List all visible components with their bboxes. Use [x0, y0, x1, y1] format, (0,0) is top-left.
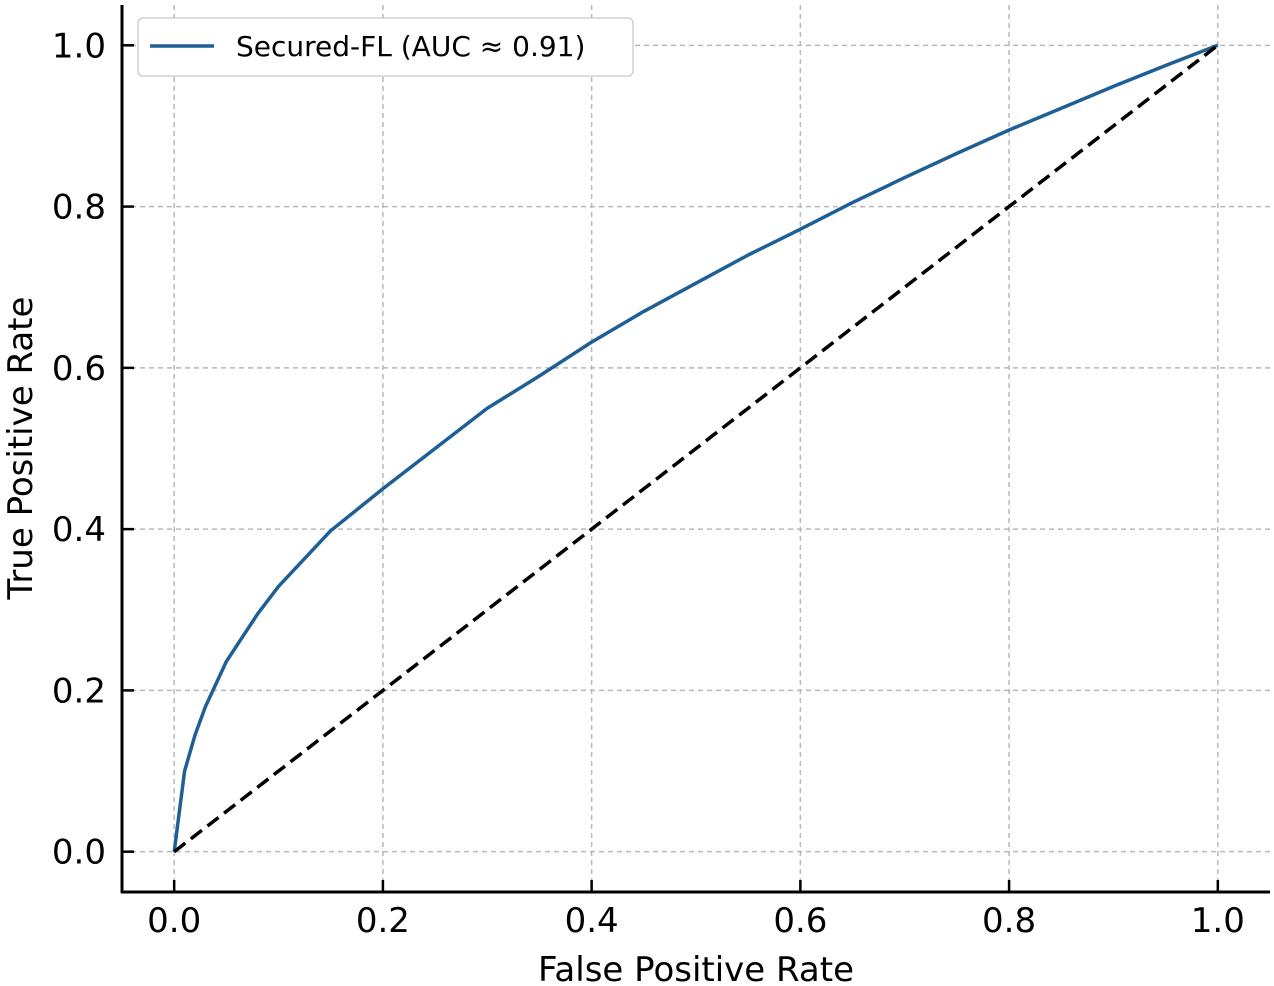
grid-lines	[122, 5, 1270, 892]
roc-curve-line	[172, 43, 1219, 852]
y-axis-label: True Positive Rate	[1, 297, 41, 601]
x-tick-label: 0.4	[565, 901, 619, 941]
y-tick-label: 0.4	[52, 510, 106, 550]
x-tick-label: 0.6	[773, 901, 827, 941]
axes	[120, 5, 1270, 894]
y-tick-label: 0.6	[52, 349, 106, 389]
x-axis-label: False Positive Rate	[538, 950, 854, 986]
legend-entry-label: Secured-FL (AUC ≈ 0.91)	[236, 30, 585, 63]
x-tick-label: 1.0	[1191, 901, 1245, 941]
x-tick-label: 0.2	[356, 901, 410, 941]
y-tick-label: 1.0	[52, 26, 106, 66]
x-tick-label: 0.8	[982, 901, 1036, 941]
legend-frame	[137, 17, 634, 77]
y-tick-label: 0.8	[52, 188, 106, 228]
y-tick-label: 0.0	[52, 833, 106, 873]
y-tick-label: 0.2	[52, 671, 106, 711]
ticks: 0.0 0.2 0.4 0.6 0.8 1.0 0.0 0.2 0.4 0.6 0.8 1.0	[52, 26, 1245, 941]
chance-diagonal-line	[173, 43, 1219, 854]
series-lines	[172, 43, 1219, 854]
x-tick-label: 0.0	[147, 901, 201, 941]
legend: Secured-FL (AUC ≈ 0.91)	[137, 17, 634, 77]
